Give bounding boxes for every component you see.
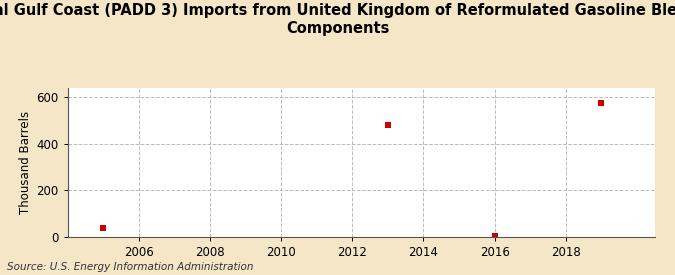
Text: Source: U.S. Energy Information Administration: Source: U.S. Energy Information Administ…	[7, 262, 253, 272]
Text: Annual Gulf Coast (PADD 3) Imports from United Kingdom of Reformulated Gasoline : Annual Gulf Coast (PADD 3) Imports from …	[0, 3, 675, 36]
Y-axis label: Thousand Barrels: Thousand Barrels	[19, 111, 32, 214]
